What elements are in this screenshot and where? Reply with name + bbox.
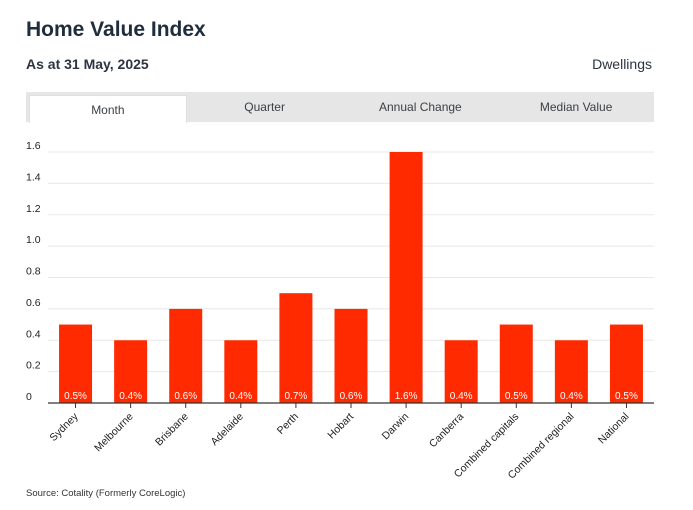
dwellings-label: Dwellings bbox=[592, 56, 652, 72]
bar[interactable] bbox=[554, 340, 588, 403]
tab-bar: Month Quarter Annual Change Median Value bbox=[26, 92, 654, 123]
y-tick-label: 1.0 bbox=[26, 234, 41, 246]
bar[interactable] bbox=[444, 340, 478, 403]
bar[interactable] bbox=[609, 324, 643, 403]
x-category-label: Hobart bbox=[325, 411, 356, 442]
tab-median-value[interactable]: Median Value bbox=[539, 100, 613, 114]
x-category-label: National bbox=[596, 411, 632, 447]
bar-chart: 0 0.2 0.4 0.6 0.8 1.0 1.2 1.4 1.6 0.5% Sydney 0.4% M… bbox=[26, 140, 654, 481]
x-category-label: Canberra bbox=[427, 411, 467, 451]
bar-data-label: 0.7% bbox=[285, 391, 308, 402]
x-category-label: Adelaide bbox=[209, 411, 246, 448]
bar-data-label: 0.5% bbox=[615, 391, 638, 402]
y-tick-label: 0.2 bbox=[26, 360, 41, 372]
date-subtitle: As at 31 May, 2025 bbox=[26, 56, 149, 72]
bar[interactable] bbox=[334, 308, 368, 403]
x-category-label: Perth bbox=[275, 411, 301, 437]
x-category-label: Darwin bbox=[380, 411, 412, 443]
y-tick-label: 1.6 bbox=[26, 140, 41, 152]
tab-annual-change[interactable]: Annual Change bbox=[379, 100, 462, 114]
bar[interactable] bbox=[169, 308, 203, 403]
bar-data-label: 0.4% bbox=[119, 391, 142, 402]
bar-data-label: 1.6% bbox=[395, 391, 418, 402]
x-category-label: Brisbane bbox=[153, 411, 191, 449]
y-tick-label: 1.2 bbox=[26, 203, 41, 215]
bar[interactable] bbox=[499, 324, 533, 403]
bar[interactable] bbox=[114, 340, 148, 403]
y-tick-label: 1.4 bbox=[26, 171, 41, 183]
y-tick-label: 0.4 bbox=[26, 328, 41, 340]
chart-card: Home Value Index As at 31 May, 2025 Dwel… bbox=[8, 6, 680, 504]
bar-data-label: 0.4% bbox=[229, 391, 252, 402]
bar[interactable] bbox=[389, 152, 423, 403]
x-category-label: Melbourne bbox=[92, 411, 136, 455]
bar[interactable] bbox=[279, 293, 313, 403]
bar[interactable] bbox=[224, 340, 258, 403]
bar-data-label: 0.6% bbox=[340, 391, 363, 402]
y-tick-label: 0.8 bbox=[26, 266, 41, 278]
bar-data-label: 0.5% bbox=[64, 391, 87, 402]
bar-data-label: 0.5% bbox=[505, 391, 528, 402]
bar-data-label: 0.6% bbox=[174, 391, 197, 402]
page-title: Home Value Index bbox=[26, 18, 206, 41]
x-category-label: Sydney bbox=[47, 410, 81, 444]
tab-month[interactable]: Month bbox=[29, 95, 187, 123]
bar-data-label: 0.4% bbox=[450, 391, 473, 402]
y-tick-label: 0 bbox=[26, 391, 32, 403]
tab-quarter[interactable]: Quarter bbox=[244, 100, 285, 114]
bar-data-label: 0.4% bbox=[560, 391, 583, 402]
bar[interactable] bbox=[59, 324, 93, 403]
y-tick-label: 0.6 bbox=[26, 297, 41, 309]
source-note: Source: Cotality (Formerly CoreLogic) bbox=[26, 488, 186, 499]
